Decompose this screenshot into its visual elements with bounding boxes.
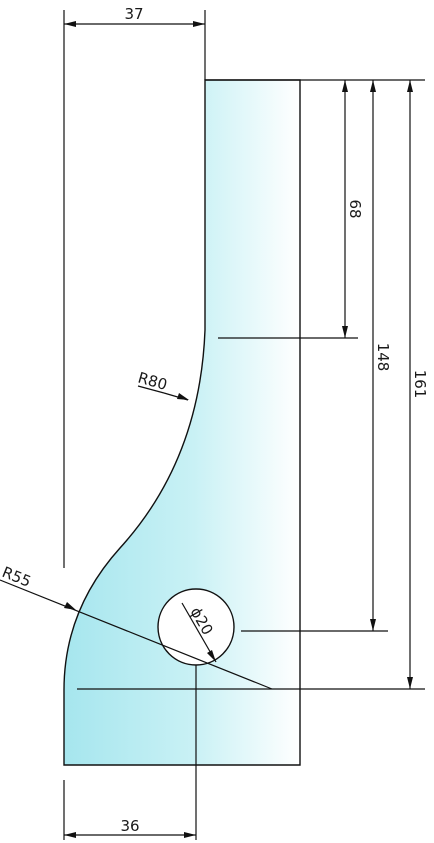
dim-36-label: 36	[120, 817, 139, 835]
arrow-phi20	[207, 650, 216, 662]
arrow-148-top	[370, 80, 376, 92]
leader-r80-underline	[137, 385, 165, 394]
dim-r55-label: R55	[0, 563, 34, 591]
arrow-36-right	[184, 832, 196, 838]
dim-68-label: 68	[346, 199, 364, 218]
arrow-68-top	[342, 80, 348, 92]
arrow-r80	[177, 393, 189, 400]
arrow-r55	[64, 602, 76, 610]
dim-161-label: 161	[411, 370, 429, 399]
part-outline	[63, 79, 301, 766]
leader-r55	[0, 579, 273, 690]
arrow-37-left	[64, 21, 76, 27]
dim-37-label: 37	[124, 5, 143, 23]
arrow-36-left	[64, 832, 76, 838]
arrow-148-bottom	[370, 619, 376, 631]
dim-148-label: 148	[374, 343, 392, 372]
arrow-37-right	[193, 21, 205, 27]
arrow-161-bottom	[407, 677, 413, 689]
arrow-68-bottom	[342, 326, 348, 338]
arrow-161-top	[407, 80, 413, 92]
dim-r80-label: R80	[136, 369, 169, 394]
